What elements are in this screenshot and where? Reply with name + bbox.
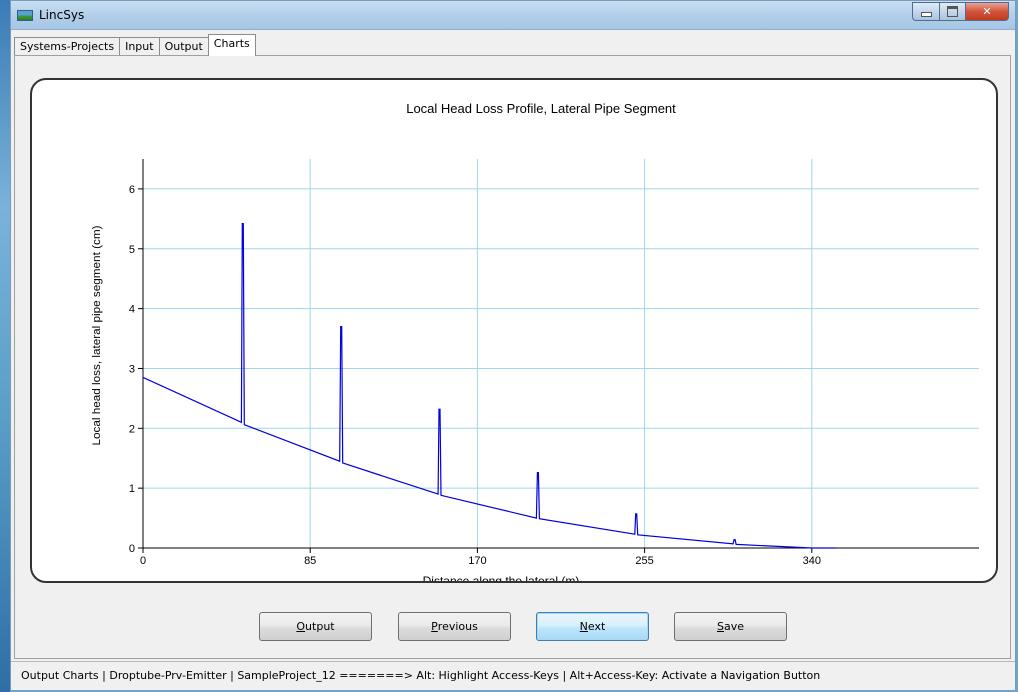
- window-controls: ✕: [912, 2, 1009, 21]
- output-button-label-rest: utput: [305, 620, 335, 633]
- x-tick-label: 340: [803, 555, 821, 567]
- tab-bar: Systems-Projects Input Output Charts: [11, 34, 256, 56]
- app-window: LincSys ✕ Systems-Projects Input Output …: [10, 0, 1016, 690]
- app-icon: [17, 10, 33, 21]
- y-tick-label: 1: [129, 483, 135, 495]
- y-tick-label: 6: [129, 184, 135, 196]
- x-tick-label: 0: [140, 555, 146, 567]
- previous-button-access-key: P: [431, 620, 438, 633]
- y-tick-label: 4: [129, 304, 135, 316]
- y-tick-label: 5: [129, 244, 135, 256]
- x-tick-label: 255: [635, 555, 653, 567]
- chart-title: Local Head Loss Profile, Lateral Pipe Se…: [406, 101, 676, 116]
- y-tick-label: 0: [129, 543, 135, 555]
- status-bar: Output Charts | Droptube-Prv-Emitter | S…: [11, 661, 1015, 690]
- maximize-icon: [947, 6, 958, 17]
- previous-button-label-rest: revious: [437, 620, 478, 633]
- y-tick-label: 3: [129, 363, 135, 375]
- minimize-button[interactable]: [912, 2, 939, 21]
- tab-charts[interactable]: Charts: [207, 34, 256, 56]
- close-button[interactable]: ✕: [965, 2, 1009, 21]
- maximize-button[interactable]: [939, 2, 965, 21]
- output-button-access-key: O: [296, 620, 306, 633]
- save-button-label-rest: ave: [723, 620, 744, 633]
- chart-panel: Local Head Loss Profile, Lateral Pipe Se…: [30, 78, 998, 583]
- status-text: Output Charts | Droptube-Prv-Emitter | S…: [21, 669, 821, 682]
- y-axis-label: Local head loss, lateral pipe segment (c…: [91, 226, 103, 446]
- close-icon: ✕: [982, 5, 992, 18]
- save-button-access-key: S: [716, 620, 724, 633]
- series-line-0: [142, 223, 836, 549]
- x-tick-label: 85: [304, 555, 316, 567]
- title-bar[interactable]: LincSys ✕: [11, 1, 1015, 30]
- desktop-background: [0, 0, 10, 692]
- minimize-icon: [920, 12, 932, 17]
- tab-systems-projects[interactable]: Systems-Projects: [14, 37, 121, 55]
- tab-output[interactable]: Output: [158, 37, 209, 55]
- window-title: LincSys: [39, 8, 85, 22]
- x-axis-label: Distance along the lateral (m): [423, 574, 580, 581]
- x-tick-label: 170: [468, 555, 486, 567]
- head-loss-chart: Local Head Loss Profile, Lateral Pipe Se…: [91, 101, 979, 581]
- next-button-label-rest: ext: [587, 620, 606, 633]
- y-tick-label: 2: [129, 423, 135, 435]
- tab-input[interactable]: Input: [119, 37, 160, 55]
- charts-tab-panel: Local Head Loss Profile, Lateral Pipe Se…: [14, 55, 1011, 659]
- next-button-access-key: N: [579, 620, 588, 633]
